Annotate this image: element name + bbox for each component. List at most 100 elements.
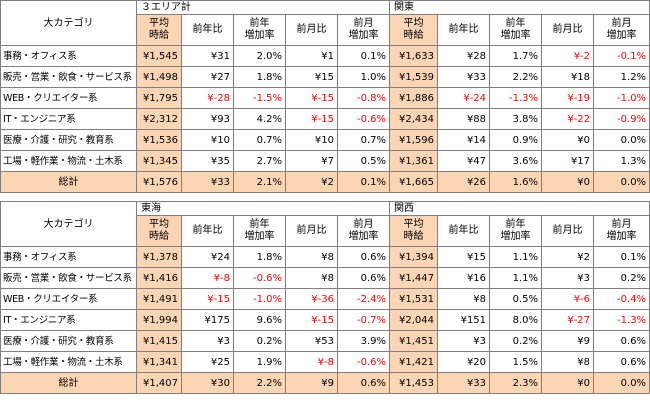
total-label: 総計 [0,171,137,193]
region-header: 東海 [135,201,391,216]
total-cell: 0.0% [593,171,650,193]
table-cell: ¥-22 [541,108,595,130]
table-cell: 1.9% [233,351,286,373]
table-cell: ¥1,795 [136,87,182,109]
table-cell: 3.9% [336,330,391,352]
column-header: 平均 時給 [136,14,182,46]
total-cell: ¥33 [437,372,491,394]
table-cell: -2.4% [336,288,391,310]
column-header-row: 平均 時給 前年比 前年 増加率 前月比 前月 増加率 平均 時給 前年比 前年 増加率 前月比 前月 増加率 [1,215,650,247]
table-cell: 0.6% [336,267,391,289]
table-cell: ¥1,491 [136,288,182,310]
table-cell: 1.8% [233,66,286,88]
table-cell: ¥-28 [181,87,234,109]
column-header: 前年比 [181,14,234,46]
table-cell: ¥-15 [285,87,338,109]
region-header-row: 大カテゴリ 東海 関西 [0,201,650,247]
table-cell: ¥1,633 [389,45,439,67]
total-cell: ¥0 [541,372,595,394]
table-cell: ¥2,312 [136,108,182,130]
table-cell: ¥88 [437,108,491,130]
column-header: 前年 増加率 [489,14,543,46]
table-cell: 2.2% [489,66,543,88]
column-header: 前月比 [541,14,595,46]
table-cell: ¥33 [437,66,491,88]
table-row: WEB・クリエイター系 ¥1,795 ¥-28 -1.5% ¥-15 -0.8% ¥1,88… [0,87,650,109]
table-cell: ¥3 [181,330,234,352]
table-cell: ¥1,498 [136,66,182,88]
table-row: 医療・介護・研究・教育系 ¥1,536 ¥10 0.7% ¥10 0.7% ¥1,596 ¥1… [0,129,650,151]
total-cell: 2.1% [233,171,286,193]
table-cell: ¥17 [541,150,595,172]
table-cell: -0.4% [593,288,650,310]
table-cell: ¥1,447 [389,267,439,289]
table-cell: 0.5% [489,288,543,310]
table-cell: ¥1,345 [136,150,182,172]
table-cell: ¥8 [541,351,595,373]
column-header-row: 平均 時給 前年比 前年 増加率 前月比 前月 増加率 平均 時給 前年比 前年 増加率 前月比 前月 増加率 [1,14,650,46]
table-cell: ¥151 [437,309,491,331]
table-cell: ¥14 [437,129,491,151]
column-header: 前月比 [285,14,338,46]
table-cell: ¥15 [285,66,338,88]
table-cell: ¥1,341 [136,351,182,373]
column-header: 前月比 [541,215,595,247]
table-cell: ¥8 [437,288,491,310]
table-cell: -1.5% [233,87,286,109]
table-cell: ¥2,044 [389,309,439,331]
table-row: WEB・クリエイター系 ¥1,491 ¥-15 -1.0% ¥-36 -2.4% ¥1,53… [0,288,650,310]
table-cell: ¥27 [181,66,234,88]
table-cell: 0.2% [233,330,286,352]
table-cell: ¥-8 [285,351,338,373]
total-cell: 0.0% [593,372,650,394]
total-cell: ¥26 [437,171,491,193]
category-label: IT・エンジニア系 [0,108,137,130]
table-cell: ¥25 [181,351,234,373]
column-header: 平均 時給 [136,215,182,247]
region-header: ３エリア計 [135,0,391,15]
category-label: IT・エンジニア系 [0,309,137,331]
column-header: 前年 増加率 [233,14,286,46]
table-row: 工場・軽作業・物流・土木系 ¥1,345 ¥35 2.7% ¥7 0.5% ¥1,361 ¥4… [0,150,650,172]
table-cell: ¥31 [181,45,234,67]
table-cell: 0.6% [336,246,391,268]
table-cell: 0.7% [336,129,391,151]
table-cell: ¥0 [541,129,595,151]
table-cell: 3.6% [489,150,543,172]
table-cell: 0.5% [336,150,391,172]
column-header: 前月比 [285,215,338,247]
column-header: 前月 増加率 [336,215,391,247]
column-header: 前月 増加率 [593,215,650,247]
table-cell: ¥3 [437,330,491,352]
table-cell: ¥-2 [541,45,595,67]
table-cell: -0.1% [593,45,650,67]
table-cell: ¥47 [437,150,491,172]
category-label: 販売・営業・飲食・サービス系 [0,66,137,88]
table-row: 工場・軽作業・物流・土木系 ¥1,341 ¥25 1.9% ¥-8 -0.6% ¥1,421… [0,351,650,373]
category-header: 大カテゴリ [0,0,137,46]
table-cell: ¥-24 [437,87,491,109]
table-cell: 1.8% [233,246,286,268]
table-cell: ¥10 [285,129,338,151]
category-header: 大カテゴリ [0,201,137,247]
table-cell: ¥20 [437,351,491,373]
total-row: 総計 ¥1,576 ¥33 2.1% ¥2 0.1% ¥1,665 ¥26 1.6% ¥0 0.0% [0,171,650,193]
table-cell: 1.3% [593,150,650,172]
category-label: 工場・軽作業・物流・土木系 [0,150,137,172]
column-header: 前年 増加率 [233,215,286,247]
table-cell: ¥16 [437,267,491,289]
table-cell: -1.3% [489,87,543,109]
table-cell: ¥93 [181,108,234,130]
table-cell: -1.0% [593,87,650,109]
table-cell: ¥1,994 [136,309,182,331]
table-cell: 1.7% [489,45,543,67]
table-cell: ¥15 [437,246,491,268]
category-label: WEB・クリエイター系 [0,87,137,109]
table-cell: -0.9% [593,108,650,130]
table-cell: ¥10 [181,129,234,151]
column-header: 前月 増加率 [336,14,391,46]
table-cell: 1.1% [489,267,543,289]
table-cell: ¥8 [285,246,338,268]
column-header: 前年 増加率 [489,215,543,247]
total-cell: ¥30 [181,372,234,394]
